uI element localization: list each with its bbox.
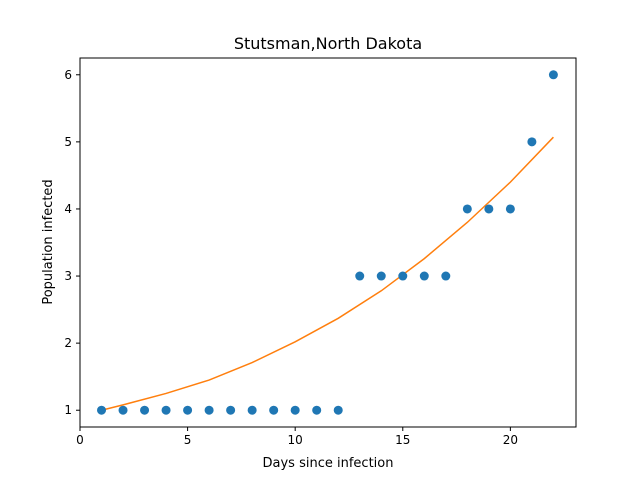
data-point bbox=[140, 405, 150, 415]
fit-line bbox=[101, 136, 554, 411]
y-tick-label: 1 bbox=[64, 403, 72, 417]
data-point bbox=[527, 137, 537, 147]
x-tick-label: 5 bbox=[184, 433, 192, 447]
chart-title: Stutsman,North Dakota bbox=[234, 34, 422, 53]
x-tick-label: 0 bbox=[76, 433, 84, 447]
plot-marks bbox=[97, 70, 558, 415]
y-axis-label: Population infected bbox=[41, 179, 56, 304]
data-point bbox=[419, 271, 429, 281]
data-point bbox=[226, 405, 236, 415]
data-point bbox=[269, 405, 279, 415]
y-tick-label: 6 bbox=[64, 68, 72, 82]
data-point bbox=[484, 204, 494, 214]
data-point bbox=[183, 405, 193, 415]
data-point bbox=[355, 271, 365, 281]
x-tick-label: 10 bbox=[288, 433, 303, 447]
data-point bbox=[312, 405, 322, 415]
y-tick-label: 2 bbox=[64, 336, 72, 350]
data-point bbox=[161, 405, 171, 415]
data-point bbox=[247, 405, 257, 415]
data-point bbox=[398, 271, 408, 281]
y-tick-label: 4 bbox=[64, 202, 72, 216]
data-point bbox=[333, 405, 343, 415]
data-point bbox=[505, 204, 515, 214]
axes: 0 5 10 15 20 1 2 3 4 5 6 bbox=[64, 57, 577, 447]
data-point bbox=[462, 204, 472, 214]
data-point bbox=[118, 405, 128, 415]
x-tick-label: 20 bbox=[503, 433, 518, 447]
x-tick-label: 15 bbox=[395, 433, 410, 447]
data-point bbox=[376, 271, 386, 281]
data-point bbox=[441, 271, 451, 281]
data-point bbox=[290, 405, 300, 415]
y-tick-label: 5 bbox=[64, 135, 72, 149]
data-point bbox=[97, 405, 107, 415]
data-point bbox=[548, 70, 558, 80]
plot-frame bbox=[79, 57, 577, 428]
data-point bbox=[204, 405, 214, 415]
x-axis-label: Days since infection bbox=[263, 456, 394, 471]
y-tick-label: 3 bbox=[64, 269, 72, 283]
